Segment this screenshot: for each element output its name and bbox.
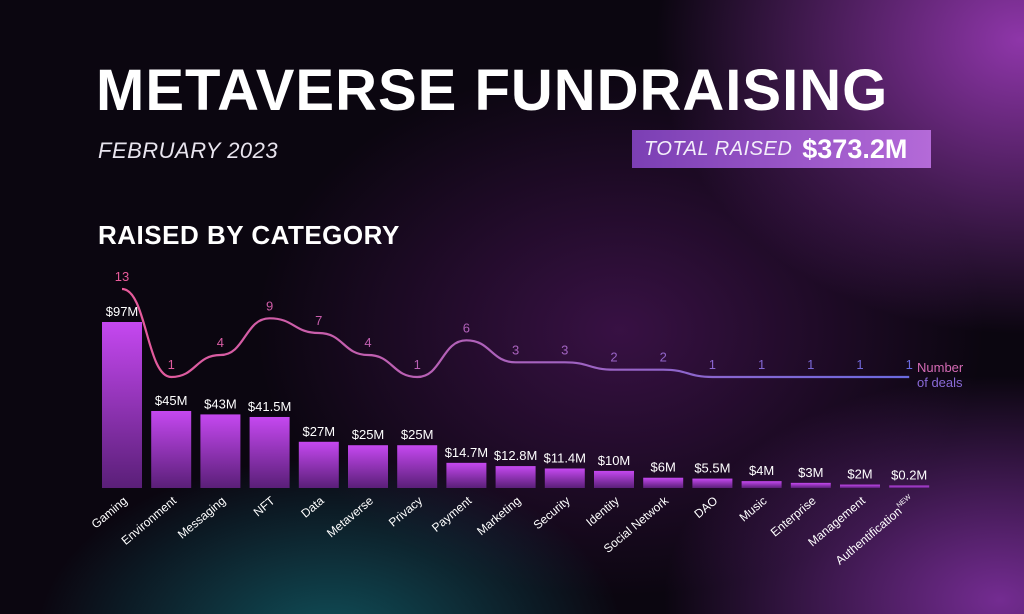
category-label-3: NFT xyxy=(251,493,278,519)
category-label-1: Environment xyxy=(119,493,180,547)
bar-value-label-0: $97M xyxy=(106,304,139,319)
deal-count-label-14: 1 xyxy=(807,357,814,372)
total-raised-badge: TOTAL RAISED $373.2M xyxy=(632,130,931,168)
bar-value-label-4: $27M xyxy=(303,424,336,439)
bar-value-label-16: $0.2M xyxy=(891,468,927,483)
deal-count-label-15: 1 xyxy=(856,357,863,372)
bar-11 xyxy=(643,477,684,488)
bar-value-label-7: $14.7M xyxy=(445,445,488,460)
bar-14 xyxy=(790,482,831,488)
bar-value-label-11: $6M xyxy=(651,460,676,475)
deal-count-label-8: 3 xyxy=(512,342,519,357)
category-label-4: Data xyxy=(298,493,327,520)
bar-value-label-8: $12.8M xyxy=(494,448,537,463)
bar-8 xyxy=(495,466,536,488)
bar-9 xyxy=(544,468,585,488)
page-subtitle: FEBRUARY 2023 xyxy=(98,138,279,163)
category-label-8: Marketing xyxy=(474,494,523,539)
deal-count-label-0: 13 xyxy=(115,269,129,284)
total-raised-label: TOTAL RAISED xyxy=(644,137,793,160)
bar-13 xyxy=(741,481,782,488)
bar-4 xyxy=(298,441,339,488)
section-title: RAISED BY CATEGORY xyxy=(98,220,400,250)
deal-count-label-2: 4 xyxy=(217,335,224,350)
bar-0 xyxy=(102,322,142,488)
deal-count-label-7: 6 xyxy=(463,320,470,335)
category-label-7: Payment xyxy=(429,493,475,535)
category-label-9: Security xyxy=(531,494,573,533)
category-label-5: Metaverse xyxy=(324,493,376,540)
deal-count-label-9: 3 xyxy=(561,342,568,357)
bar-value-label-1: $45M xyxy=(155,393,188,408)
bar-12 xyxy=(692,478,733,488)
deal-count-label-11: 2 xyxy=(660,350,667,365)
legend-line1: Number xyxy=(917,360,964,375)
category-label-13: Music xyxy=(737,494,770,525)
deal-count-label-6: 1 xyxy=(414,357,421,372)
deal-count-label-1: 1 xyxy=(168,357,175,372)
deal-count-label-12: 1 xyxy=(709,357,716,372)
bar-value-label-9: $11.4M xyxy=(544,450,586,465)
page-title: METAVERSE FUNDRAISING xyxy=(96,58,889,123)
value-labels-group: $97M $45M $43M $41.5M $27M $25M $25M $14.7M $12.… xyxy=(106,304,928,483)
bar-7 xyxy=(446,462,487,488)
category-label-0: Gaming xyxy=(89,494,130,532)
bar-value-label-6: $25M xyxy=(401,427,434,442)
deal-count-label-4: 7 xyxy=(315,313,322,328)
bar-value-label-15: $2M xyxy=(847,467,872,482)
bar-value-label-14: $3M xyxy=(798,465,823,480)
deal-count-label-10: 2 xyxy=(610,350,617,365)
deal-count-label-5: 4 xyxy=(364,335,371,350)
bar-value-label-13: $4M xyxy=(749,463,774,478)
bar-value-label-2: $43M xyxy=(204,396,237,411)
bar-5 xyxy=(348,445,388,488)
bar-6 xyxy=(397,445,438,488)
bar-value-label-10: $10M xyxy=(598,453,631,468)
bar-2 xyxy=(200,414,241,488)
bar-16 xyxy=(889,485,930,488)
bar-value-label-12: $5.5M xyxy=(694,461,730,476)
new-badge: NEW xyxy=(896,493,913,509)
legend-line2: of deals xyxy=(917,375,963,390)
bar-1 xyxy=(151,410,192,488)
bar-value-label-3: $41.5M xyxy=(248,399,291,414)
category-label-2: Messaging xyxy=(175,494,228,542)
category-label-10: Identity xyxy=(583,494,622,530)
deals-line xyxy=(121,287,910,379)
category-label-6: Privacy xyxy=(386,494,425,530)
bar-3 xyxy=(249,416,290,488)
deals-legend: Number of deals xyxy=(917,360,963,390)
deal-count-label-3: 9 xyxy=(266,298,273,313)
deal-labels-group: 13 1 4 9 7 4 1 6 3 3 2 2 1 1 1 1 1 xyxy=(115,269,913,372)
deal-count-label-16: 1 xyxy=(906,357,913,372)
bar-10 xyxy=(594,470,634,488)
bars-group xyxy=(102,322,930,488)
total-raised-value: $373.2M xyxy=(802,133,908,164)
category-label-12: DAO xyxy=(691,494,720,521)
deal-count-label-13: 1 xyxy=(758,357,765,372)
bar-15 xyxy=(840,484,880,488)
bar-value-label-5: $25M xyxy=(352,427,385,442)
